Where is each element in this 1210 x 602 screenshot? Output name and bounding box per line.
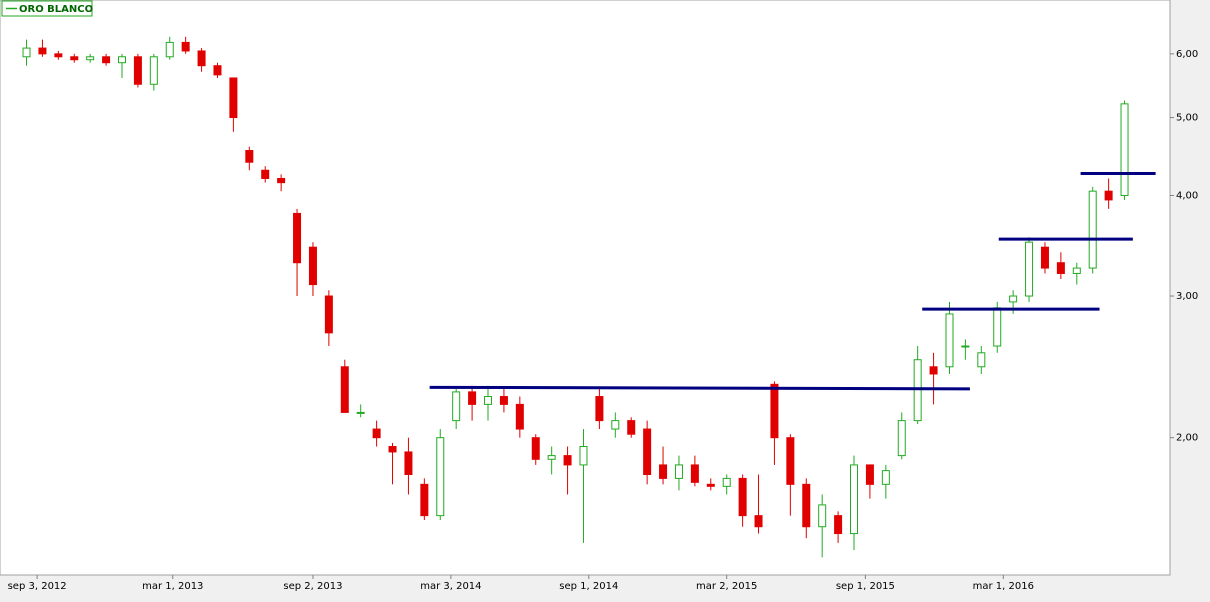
candle-body [372,428,381,439]
candle-body [563,455,572,466]
y-tick-label: 6,00 [1176,49,1198,60]
candle-body [165,41,174,58]
candle-body [102,56,111,64]
candle-body [484,396,493,405]
candle-body [118,56,127,64]
candle-body [261,169,270,179]
legend-box [1,0,93,17]
x-tick-label: sep 1, 2014 [559,581,618,592]
candle-body [340,366,349,413]
candle-body [977,352,986,368]
candle-body [356,411,365,414]
candle-body [38,47,47,55]
candle-body [674,464,683,479]
x-tick-label: mar 1, 2016 [973,581,1034,592]
candle-body [70,56,79,61]
candle-body [1088,190,1097,269]
legend: ORO BLANCO [1,0,93,17]
candle-body [627,420,636,435]
candle-body [595,396,604,422]
candle-body [86,56,95,61]
trend-line [429,385,970,391]
candle-body [22,47,31,58]
candle-body [468,391,477,405]
candle-body [229,77,238,119]
x-tick-label: mar 2, 2015 [696,581,757,592]
candle-body [1120,103,1129,197]
y-tick-label: 3,00 [1176,291,1198,302]
candle-body [865,464,874,485]
candle-body [213,65,222,76]
candle-body [515,403,524,430]
candle-body [420,483,429,517]
candle-body [308,246,317,286]
candle-body [388,446,397,453]
x-tick-label: mar 3, 2014 [420,581,481,592]
candle-body [802,483,811,528]
candle-body [54,53,63,58]
candle-body [277,177,286,184]
candle-body [181,41,190,52]
x-tick-label: sep 1, 2015 [836,581,895,592]
x-tick-label: mar 1, 2013 [142,581,203,592]
candle-body [643,428,652,475]
candle-body [133,56,142,85]
candle-body [945,313,954,368]
candle-body [404,451,413,475]
candle-body [1025,241,1034,297]
candle-body [1040,246,1049,269]
candle-body [786,437,795,485]
candle-body [722,477,731,487]
candle-body [738,477,747,517]
candle-body [579,446,588,466]
candle-body [531,437,540,460]
candle-body [881,470,890,485]
candle-body [961,345,970,348]
plot-area [0,0,1171,576]
legend-label: ORO BLANCO [19,4,93,15]
candle-body [293,212,302,264]
candle-body [690,464,699,483]
candle-body [706,483,715,487]
candle-body [770,383,779,439]
candle-body [929,366,938,375]
candle-body [1072,267,1081,274]
candle-body [897,420,906,457]
candle-body [754,515,763,528]
candle-body [1104,190,1113,201]
candle-body [659,464,668,479]
candle-body [197,50,206,67]
candle-body [324,295,333,334]
candle-body [611,420,620,430]
candle-body [834,515,843,535]
candle-body [452,391,461,422]
candle-body [436,437,445,517]
candle-body [993,307,1002,347]
candle-body [245,150,254,163]
candle-body [149,56,158,85]
x-tick-label: sep 3, 2012 [8,581,67,592]
candle-body [1056,262,1065,274]
y-tick-label: 4,00 [1176,191,1198,202]
candle-body [1009,295,1018,303]
candle-body [547,455,556,460]
y-tick-label: 2,00 [1176,433,1198,444]
candle-body [499,396,508,405]
candle-body [850,464,859,535]
y-tick-label: 5,00 [1176,113,1198,124]
candle-body [818,504,827,528]
x-tick-label: sep 2, 2013 [283,581,342,592]
